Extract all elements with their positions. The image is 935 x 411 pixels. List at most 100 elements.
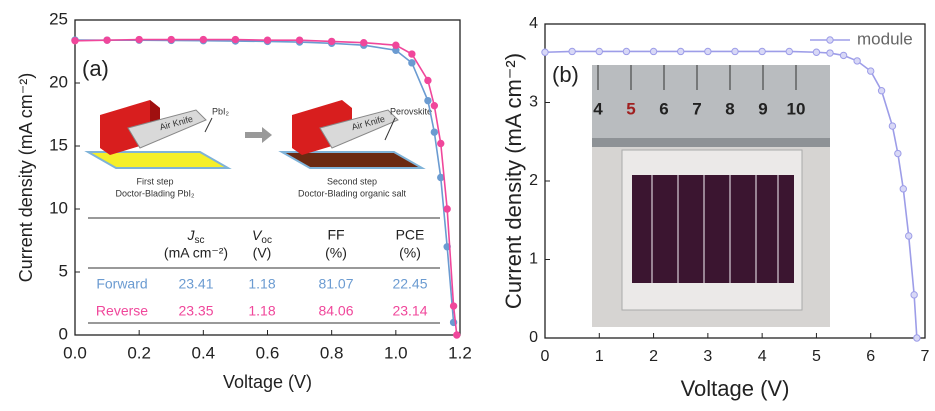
y-tick-label: 3 <box>529 94 538 111</box>
step-label: First step <box>136 176 173 186</box>
step-detail: Doctor-Blading organic salt <box>298 188 407 198</box>
table: Jsc (mA cm⁻²) Voc (V) FF (%) PCE (%) For… <box>88 218 440 323</box>
table-cell: 22.45 <box>392 276 427 292</box>
row-label: Forward <box>96 276 147 292</box>
data-point <box>438 174 444 180</box>
data-point <box>438 140 444 146</box>
x-axis-label: Voltage (V) <box>681 376 790 401</box>
data-point <box>911 292 917 298</box>
table-cell: 23.35 <box>178 303 213 319</box>
ruler-label: 6 <box>659 99 668 118</box>
data-point <box>425 77 431 83</box>
data-point <box>450 303 456 309</box>
x-tick-label: 2 <box>649 348 658 365</box>
data-point <box>361 39 367 45</box>
x-axis-label: Voltage (V) <box>223 372 312 392</box>
y-tick-label: 2 <box>529 172 538 189</box>
y-tick-label: 25 <box>49 9 68 28</box>
data-point <box>596 48 602 54</box>
module-cells <box>632 175 794 283</box>
table-header: FF <box>327 227 344 243</box>
x-tick-label: 5 <box>812 348 821 365</box>
y-tick-label: 10 <box>49 198 68 217</box>
data-point <box>431 129 437 135</box>
data-point <box>895 150 901 156</box>
table-cell: 84.06 <box>318 303 353 319</box>
data-point <box>868 68 874 74</box>
table-cell: 1.18 <box>248 276 275 292</box>
material-label: PbI₂ <box>212 106 230 116</box>
data-point <box>168 36 174 42</box>
x-tick-label: 0.4 <box>192 343 216 362</box>
y-tick-label: 0 <box>59 324 68 343</box>
data-point <box>854 58 860 64</box>
figure: Air Knife PbI₂ First step Doctor-Blading… <box>0 0 935 406</box>
legend-marker <box>827 37 833 43</box>
material-label: Perovskite <box>390 106 432 116</box>
ruler-label: 9 <box>758 99 767 118</box>
y-tick-label: 20 <box>49 72 68 91</box>
y-tick-label: 0 <box>529 329 538 346</box>
data-point <box>813 49 819 55</box>
y-tick-label: 4 <box>529 15 538 32</box>
panel-label: (a) <box>82 56 109 81</box>
x-tick-label: 4 <box>758 348 767 365</box>
data-point <box>444 206 450 212</box>
data-point <box>328 38 334 44</box>
table-cell: 1.18 <box>248 303 275 319</box>
table-header: Jsc <box>187 227 205 246</box>
y-axis-label: Current density (mA cm⁻²) <box>16 73 36 283</box>
arrow <box>245 127 272 143</box>
data-point <box>914 335 920 341</box>
table-header-unit: (mA cm⁻²) <box>164 245 228 261</box>
data-point <box>264 37 270 43</box>
data-point <box>878 88 884 94</box>
y-axis-label: Current density (mA cm⁻²) <box>501 53 526 309</box>
ruler-label: 4 <box>593 99 603 118</box>
table-header: Voc <box>252 227 272 246</box>
data-point <box>431 102 437 108</box>
data-point <box>678 48 684 54</box>
data-point <box>786 48 792 54</box>
table-cell: 81.07 <box>318 276 353 292</box>
data-point <box>650 48 656 54</box>
step-label: Second step <box>327 176 377 186</box>
table-header-unit: (%) <box>325 245 347 261</box>
legend-label: module <box>857 29 913 48</box>
row-label: Reverse <box>96 303 148 319</box>
ruler-label: 10 <box>787 99 806 118</box>
x-tick-label: 0.0 <box>63 343 87 362</box>
table-body: Forward23.411.1881.0722.45Reverse23.351.… <box>96 276 428 319</box>
data-point <box>569 48 575 54</box>
data-point <box>232 36 238 42</box>
data-point <box>104 37 110 43</box>
ruler-edge <box>592 138 830 147</box>
data-point <box>705 48 711 54</box>
data-point <box>542 49 548 55</box>
x-tick-label: 1 <box>595 348 604 365</box>
data-point <box>409 51 415 57</box>
data-point <box>759 48 765 54</box>
y-tick-label: 5 <box>59 261 68 280</box>
x-tick-label: 3 <box>703 348 712 365</box>
x-tick-label: 0 <box>541 348 550 365</box>
x-tick-label: 0.6 <box>256 343 280 362</box>
data-point <box>889 123 895 129</box>
ruler-label: 5 <box>626 99 635 118</box>
y-tick-label: 1 <box>529 251 538 268</box>
panel-label: (b) <box>552 62 579 87</box>
data-point <box>623 48 629 54</box>
y-tick-label: 15 <box>49 135 68 154</box>
data-point <box>906 233 912 239</box>
data-point <box>454 332 460 338</box>
data-point <box>296 37 302 43</box>
data-point <box>72 38 78 44</box>
x-tick-label: 0.2 <box>127 343 151 362</box>
data-point <box>393 42 399 48</box>
substrate <box>88 152 228 168</box>
x-tick-label: 1.0 <box>384 343 408 362</box>
data-point <box>200 36 206 42</box>
table-header: PCE <box>396 227 425 243</box>
table-cell: 23.14 <box>392 303 427 319</box>
data-point <box>732 48 738 54</box>
